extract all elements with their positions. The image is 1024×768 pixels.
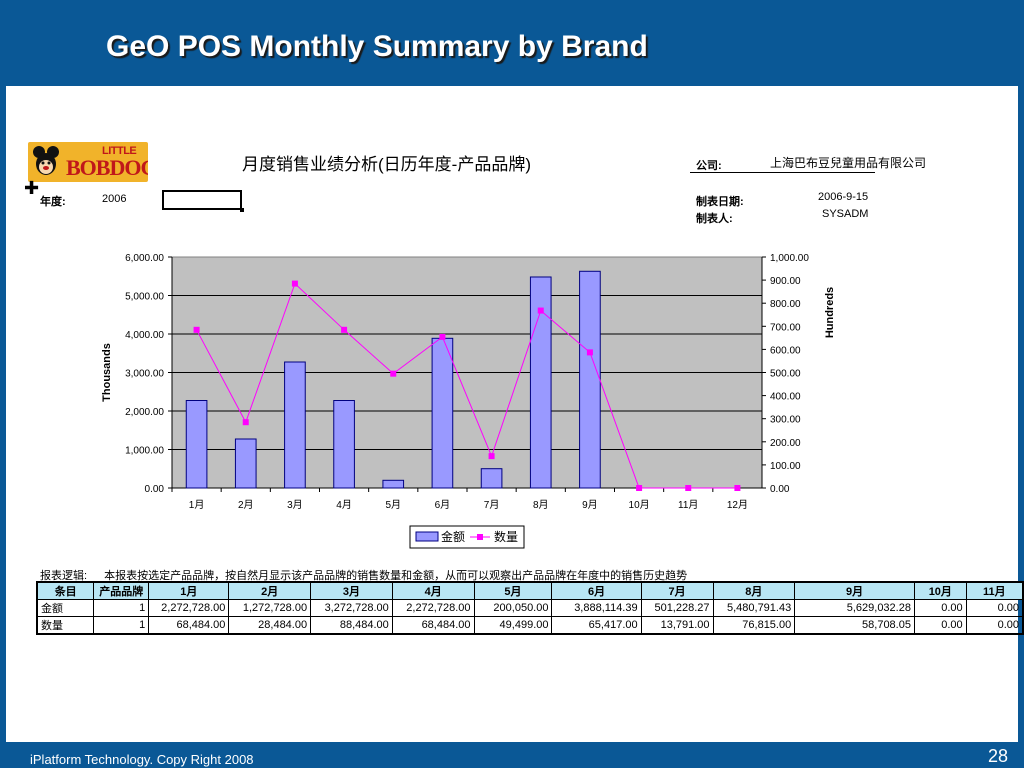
maker-label: 制表人: [696, 213, 733, 225]
table-cell: 0.00 [965, 599, 1024, 617]
table-header-row: 条目 产品品牌 1月 2月 3月 4月 5月 6月 7月 8月 9月 10月 11月 [36, 581, 1024, 600]
slide-footer: iPlatform Technology. Copy Right 2008 28 [0, 742, 1024, 768]
maker-value: SYSADM [822, 208, 869, 220]
company-value: 上海巴布豆兒童用品有限公司 [770, 156, 927, 170]
table-row: 金额 1 2,272,728.00 1,272,728.00 3,272,728.00 2… [36, 599, 1024, 617]
company-underline [690, 172, 875, 173]
table-cell: 5,629,032.28 [794, 599, 915, 617]
table-cell: 88,484.00 [310, 616, 393, 635]
table-header-cell: 7月 [640, 581, 714, 600]
table-cell: 76,815.00 [712, 616, 796, 635]
logo-text-little: LITTLE [102, 145, 137, 157]
table-cell: 3,272,728.00 [310, 599, 393, 617]
table-cell: 5,480,791.43 [712, 599, 796, 617]
report-description: 报表逻辑: 本报表按选定产品品牌，按自然月显示该产品品牌的销售数量和金额，从而可… [40, 567, 687, 583]
right-frame-bar [1018, 0, 1024, 768]
description-text: 本报表按选定产品品牌，按自然月显示该产品品牌的销售数量和金额，从而可以观察出产品… [104, 570, 688, 582]
table-header-cell: 4月 [391, 581, 475, 600]
table-body: 金额 1 2,272,728.00 1,272,728.00 3,272,728.00 2… [36, 599, 1024, 635]
slide-header: GeO POS Monthly Summary by Brand [0, 0, 1024, 86]
table-cell: 2,272,728.00 [148, 599, 230, 617]
summary-table: 条目 产品品牌 1月 2月 3月 4月 5月 6月 7月 8月 9月 10月 11月 金额 1 2,272,… [36, 581, 1024, 635]
table-cell: 13,791.00 [640, 616, 714, 635]
company-label: 公司: [696, 160, 722, 172]
table-cell: 49,499.00 [473, 616, 553, 635]
table-header-cell: 产品品牌 [93, 581, 150, 600]
table-cell: 501,228.27 [640, 599, 714, 617]
table-header-cell: 11月 [965, 581, 1024, 600]
table-cell: 68,484.00 [391, 616, 475, 635]
table-header-cell: 10月 [913, 581, 967, 600]
table-cell: 68,484.00 [148, 616, 230, 635]
left-frame-bar [0, 0, 6, 768]
brand-logo: LITTLE BOBDOG [28, 142, 148, 182]
table-cell: 0.00 [913, 616, 967, 635]
table-header-cell: 9月 [794, 581, 915, 600]
table-header-cell: 3月 [310, 581, 393, 600]
table-cell: 3,888,114.39 [551, 599, 642, 617]
table-row: 数量 1 68,484.00 28,484.00 88,484.00 68,484.00 4… [36, 616, 1024, 635]
table-header-cell: 条目 [36, 581, 95, 600]
table-cell: 数量 [36, 616, 95, 635]
table-cell: 1 [93, 599, 150, 617]
page-number: 28 [987, 746, 1008, 766]
fill-handle[interactable] [240, 208, 244, 212]
table-header-cell: 2月 [228, 581, 312, 600]
date-value: 2006-9-15 [818, 191, 869, 203]
selected-cell[interactable] [162, 190, 244, 212]
table-cell: 2,272,728.00 [391, 599, 475, 617]
copyright-text: iPlatform Technology. Copy Right 2008 [30, 752, 254, 767]
description-label: 报表逻辑: [40, 570, 88, 582]
report-title: 月度销售业绩分析(日历年度-产品品牌) [242, 155, 531, 174]
year-value: 2006 [102, 193, 127, 205]
table-cell: 65,417.00 [551, 616, 642, 635]
year-label: 年度: [40, 196, 66, 208]
mouse-mascot-icon [33, 146, 59, 175]
date-label: 制表日期: [696, 196, 744, 208]
logo-text-bobdog: BOBDOG [66, 155, 148, 180]
table-cell: 200,050.00 [473, 599, 553, 617]
table-header-cell: 8月 [712, 581, 796, 600]
table-header-cell: 1月 [148, 581, 230, 600]
slide-body [6, 86, 1018, 742]
table-cell: 1,272,728.00 [228, 599, 312, 617]
slide-title: GeO POS Monthly Summary by Brand [106, 30, 648, 63]
table-cell: 金额 [36, 599, 95, 617]
cell-cursor-icon: ✚ [24, 178, 40, 198]
table-header-cell: 6月 [551, 581, 642, 600]
table-cell: 28,484.00 [228, 616, 312, 635]
table-cell: 58,708.05 [794, 616, 915, 635]
table-header-cell: 5月 [473, 581, 553, 600]
table-cell: 0.00 [913, 599, 967, 617]
table-cell: 1 [93, 616, 150, 635]
table-cell: 0.00 [965, 616, 1024, 635]
